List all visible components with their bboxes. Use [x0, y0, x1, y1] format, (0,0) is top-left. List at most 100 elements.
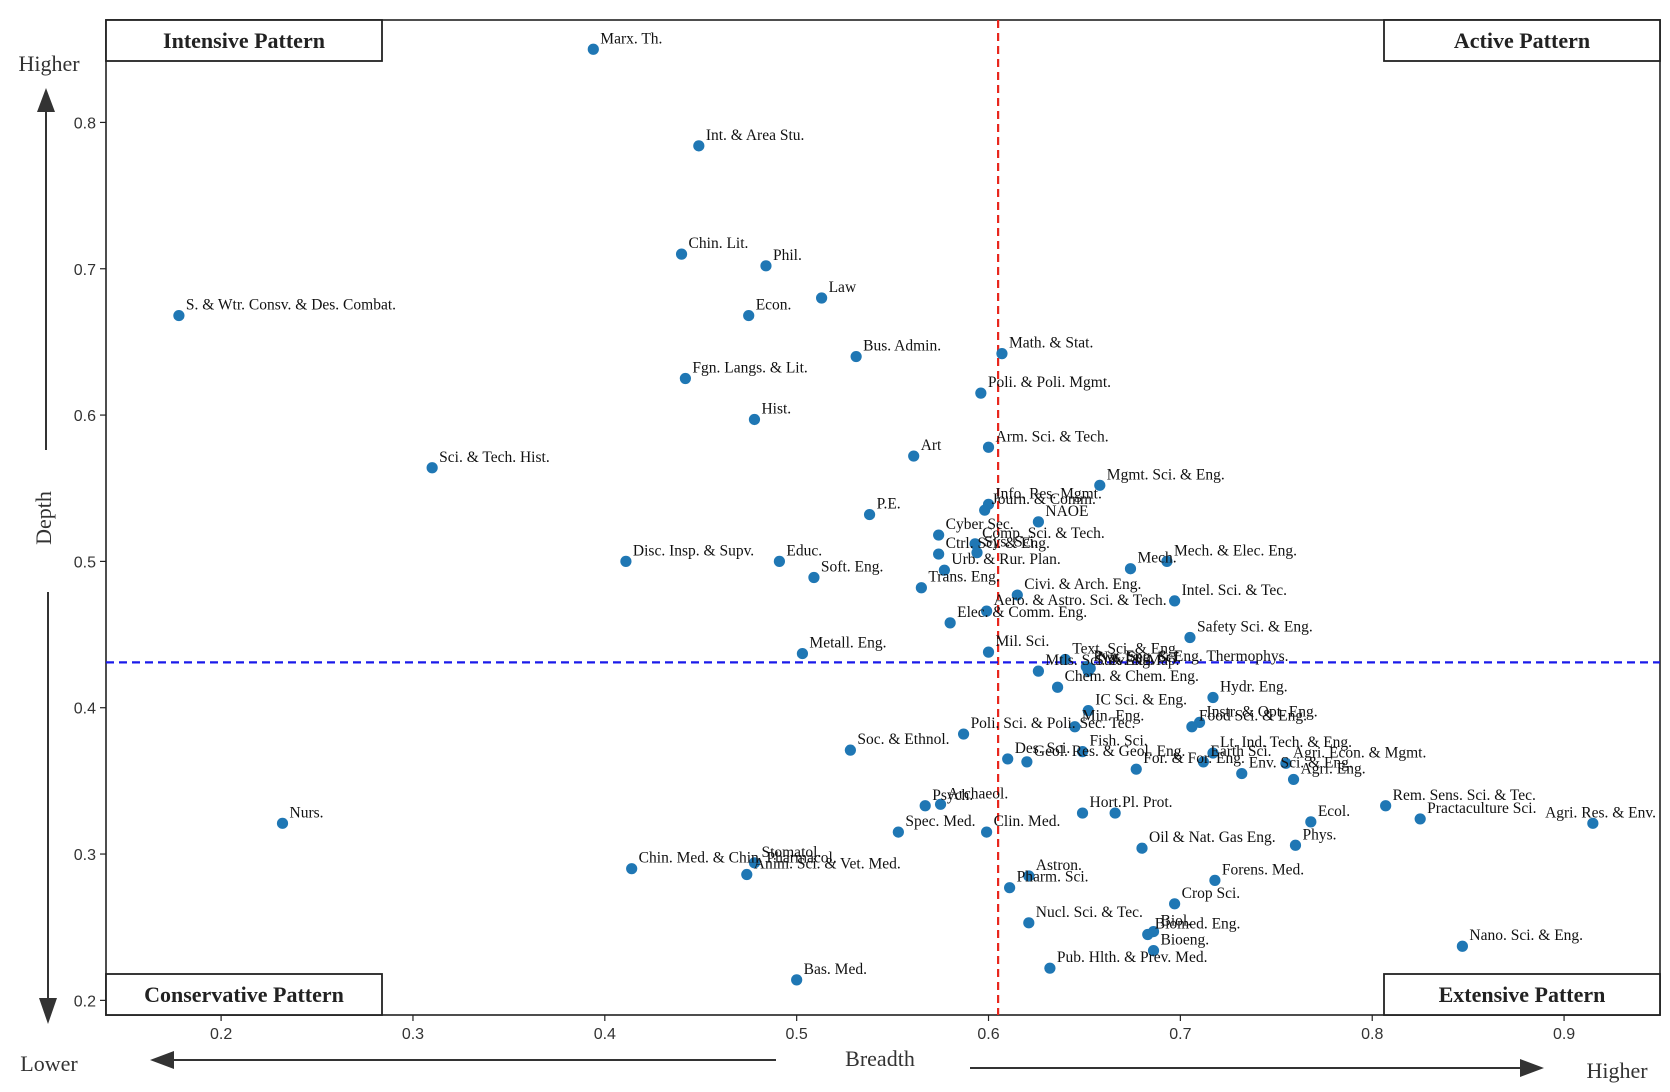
data-point-label: Mil. Sci.	[996, 633, 1050, 650]
data-point	[1004, 882, 1016, 894]
data-point-label: Hort.	[1090, 794, 1122, 811]
data-point	[426, 462, 438, 474]
x-tick-label: 0.9	[1553, 1026, 1575, 1043]
lower-label: Lower	[20, 1051, 78, 1076]
data-point	[748, 857, 761, 869]
data-point-label: For. & For. Eng.	[1143, 750, 1245, 767]
data-point	[1186, 721, 1198, 733]
data-point-label: Mech.	[1137, 550, 1176, 567]
data-point-label: Archaeol.	[948, 785, 1009, 802]
data-point-label: Civi. & Arch. Eng.	[1024, 576, 1141, 593]
data-point	[791, 974, 803, 986]
data-point	[892, 826, 904, 838]
data-point	[979, 504, 991, 516]
data-point	[1142, 928, 1154, 941]
data-point	[919, 800, 931, 812]
data-point	[996, 348, 1008, 360]
quadrant-conservative: Conservative Pattern	[105, 973, 383, 1016]
y-axis-ticks: 0.2 0.3 0.4 0.5 0.6 0.7 0.8	[74, 115, 106, 1010]
quadrant-intensive: Intensive Pattern	[105, 19, 383, 62]
data-point	[1197, 756, 1209, 768]
data-point	[808, 571, 820, 584]
data-point-label: Intel. Sci. & Tec.	[1182, 582, 1287, 599]
data-point	[1002, 753, 1014, 765]
data-point-label: Bas. Med.	[804, 961, 867, 978]
data-point	[982, 646, 995, 658]
quadrant-active: Active Pattern	[1383, 19, 1661, 62]
y-tick-label: 0.3	[74, 847, 96, 864]
y-tick-label: 0.8	[74, 115, 96, 132]
data-point-label: Pub. Hlth. & Prev. Med.	[1057, 949, 1208, 966]
data-point-label: Chin. Med. & Chin. Pharmacol.	[639, 850, 837, 867]
data-point-label: Text. Sci. & Eng.	[1072, 640, 1179, 657]
x-axis-ticks: 0.2 0.3 0.4 0.5 0.6 0.7 0.8 0.9	[210, 1015, 1575, 1043]
y-tick-label: 0.4	[74, 701, 96, 718]
quadrant-label-intensive: Intensive Pattern	[163, 28, 325, 53]
data-point	[1032, 665, 1044, 677]
data-point-label: Pl. Prot.	[1122, 794, 1172, 811]
data-point	[975, 387, 987, 399]
data-point-label: Mtls. Sci. & Eng.	[1045, 652, 1154, 669]
data-point	[679, 372, 691, 385]
data-point-label: Geol. Res. & Geol. Eng.	[1034, 743, 1186, 760]
data-point-label: Chin. Lit.	[689, 235, 749, 252]
data-point-label: Agri. Econ. & Mgmt.	[1293, 744, 1426, 761]
x-tick-label: 0.5	[786, 1026, 808, 1043]
data-point-label: Hydr. Eng.	[1220, 678, 1288, 695]
data-point-label: Des. Sci.	[1015, 740, 1071, 757]
data-point-label: Nurs.	[290, 804, 324, 821]
x-tick-label: 0.3	[402, 1026, 424, 1043]
data-point	[1147, 945, 1160, 957]
data-point	[1109, 807, 1121, 819]
data-point	[933, 548, 945, 560]
data-point	[1124, 563, 1137, 575]
data-point-label: Oil & Nat. Gas Eng.	[1149, 829, 1276, 846]
data-point-label: Info. Res. Mgmt.	[996, 485, 1102, 502]
data-point-label: Agri. Eng.	[1301, 760, 1366, 777]
data-point-label: Bus. Admin.	[863, 338, 941, 355]
data-point	[1161, 555, 1173, 567]
data-point-label: Art	[921, 437, 942, 454]
data-point-label: Agri. Res. & Env.	[1545, 804, 1656, 821]
data-point-label: Pharm. Sci.	[1017, 869, 1089, 886]
data-point-label: Phil.	[773, 247, 802, 264]
data-point-label: IC Sci. & Eng.	[1095, 692, 1187, 709]
data-point	[760, 260, 772, 272]
data-point	[1023, 917, 1035, 929]
x-tick-label: 0.6	[977, 1026, 999, 1043]
data-point	[844, 744, 856, 756]
y-tick-label: 0.7	[74, 262, 96, 279]
data-point-label: Food Sci. & Eng.	[1199, 708, 1307, 725]
data-point	[587, 43, 599, 55]
data-point	[773, 555, 786, 567]
data-point-label: P.E.	[877, 496, 901, 513]
data-point	[1023, 870, 1035, 882]
data-point-label: Arm. Sci. & Tech.	[996, 428, 1109, 445]
data-point-label: Pwr. Eng. & Eng. Thermophys.	[1093, 648, 1288, 665]
data-point	[1587, 817, 1599, 829]
data-point-label: Cyber Sec.	[946, 516, 1014, 533]
data-point	[933, 529, 945, 541]
data-point	[1169, 595, 1181, 607]
data-point-label: Trans. Eng.	[928, 569, 999, 586]
data-point-label: Chem. & Chem. Eng.	[1065, 668, 1199, 685]
data-point-label: Mech. & Elec. Eng.	[1174, 542, 1297, 559]
quadrant-label-conservative: Conservative Pattern	[144, 982, 344, 1007]
quadrant-label-active: Active Pattern	[1454, 28, 1590, 53]
data-point	[915, 582, 927, 594]
data-point-label: Urb. & Rur. Plan.	[951, 551, 1060, 568]
data-point-label: Nano. Sci. & Eng.	[1469, 927, 1583, 944]
x-axis-higher-label: Higher	[1586, 1058, 1648, 1083]
data-point	[1059, 653, 1071, 666]
data-point	[1094, 479, 1106, 491]
data-point	[1184, 631, 1196, 644]
data-point	[981, 826, 993, 838]
x-tick-label: 0.7	[1169, 1026, 1191, 1043]
data-point	[675, 248, 688, 260]
data-point	[1021, 756, 1033, 768]
data-point-label: Clin. Med.	[994, 813, 1061, 830]
data-point-label: Econ.	[756, 297, 792, 314]
data-point	[969, 538, 981, 550]
data-point-label: Metall. Eng.	[809, 635, 886, 652]
data-point-label: Sys. Sci.	[984, 534, 1038, 551]
